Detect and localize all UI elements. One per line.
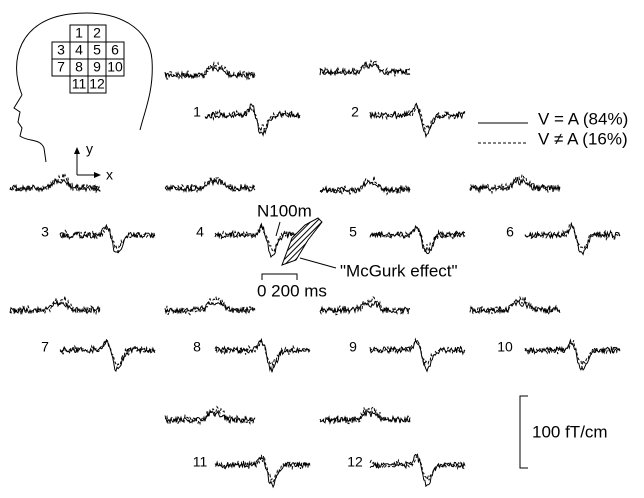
- grid-cell-label: 3: [57, 42, 65, 58]
- channel-label: 6: [506, 224, 514, 240]
- trace-solid: [319, 60, 411, 77]
- channel-label: 2: [351, 104, 359, 120]
- trace-dashed: [319, 406, 411, 425]
- grid-cell-label: 4: [75, 42, 83, 58]
- trace-solid: [319, 300, 411, 315]
- trace-solid: [524, 338, 621, 371]
- trace-solid: [214, 337, 311, 373]
- grid-cell-label: 11: [72, 76, 87, 92]
- trace-solid: [369, 226, 466, 255]
- trace-solid: [369, 102, 466, 139]
- trace-solid: [214, 456, 311, 489]
- grid-cell: [105, 58, 125, 77]
- trace-dashed: [164, 61, 256, 81]
- trace-solid: [524, 222, 621, 256]
- y-arrowhead: [74, 147, 80, 154]
- grid-cell-label: 7: [57, 59, 65, 75]
- head-outline: [13, 12, 153, 163]
- x-label: x: [106, 167, 113, 183]
- trace-solid: [319, 180, 411, 194]
- grid-cell-label: 12: [89, 76, 105, 92]
- channel-label: 9: [349, 339, 357, 355]
- x-arrowhead: [94, 172, 101, 178]
- effect-pointer: [299, 257, 337, 269]
- channel-label: 12: [347, 454, 363, 470]
- legend-label: V = A (84%): [538, 109, 628, 128]
- trace-dashed: [524, 221, 621, 250]
- time-scale-label: 0 200 ms: [257, 281, 327, 300]
- trace-dashed: [214, 340, 311, 368]
- channel-label: 7: [41, 339, 49, 355]
- channel-label: 8: [193, 339, 201, 355]
- grid-cell: [87, 75, 107, 94]
- trace-dashed: [369, 105, 466, 131]
- channel-label: 11: [193, 454, 208, 470]
- grid-cell-label: 5: [93, 42, 101, 58]
- channel-label: 3: [41, 224, 49, 240]
- trace-dashed: [319, 296, 411, 316]
- trace-dashed: [204, 107, 301, 134]
- grid-cell-label: 2: [93, 25, 101, 41]
- peak-pointer: [275, 221, 281, 237]
- grid-cell-label: 1: [75, 25, 83, 41]
- trace-dashed: [164, 405, 256, 426]
- effect-area: [281, 217, 323, 266]
- grid-cell-label: 8: [75, 59, 83, 75]
- y-label: y: [86, 141, 93, 157]
- trace-solid: [59, 223, 156, 254]
- trace-solid: [204, 103, 301, 137]
- trace-dashed: [319, 59, 411, 78]
- effect-label: "McGurk effect": [340, 261, 458, 280]
- trace-solid: [469, 299, 561, 315]
- channel-label: 5: [349, 224, 357, 240]
- trace-solid: [469, 178, 561, 193]
- amplitude-scale-label: 100 fT/cm: [532, 422, 608, 441]
- trace-dashed: [59, 225, 156, 254]
- trace-dashed: [59, 340, 156, 367]
- trace-dashed: [469, 173, 561, 195]
- peak-label: N100m: [257, 201, 312, 220]
- trace-dashed: [164, 295, 256, 316]
- trace-solid: [59, 338, 156, 373]
- channel-label: 4: [196, 224, 204, 240]
- channel-label: 10: [497, 339, 513, 355]
- trace-dashed: [369, 456, 466, 481]
- legend-label: V ≠ A (16%): [538, 129, 628, 148]
- trace-dashed: [319, 176, 411, 196]
- channel-label: 1: [193, 104, 201, 120]
- trace-dashed: [469, 295, 561, 316]
- trace-dashed: [369, 224, 466, 254]
- trace-dashed: [524, 340, 621, 368]
- trace-solid: [369, 340, 466, 373]
- trace-dashed: [9, 173, 101, 193]
- trace-dashed: [164, 176, 256, 194]
- amplitude-bar: [519, 395, 528, 469]
- grid-cell-label: 9: [93, 59, 101, 75]
- trace-solid: [9, 300, 101, 315]
- grid-cell-label: 6: [111, 42, 119, 58]
- trace-solid: [369, 453, 466, 488]
- time-bar: [261, 273, 298, 280]
- trace-dashed: [214, 454, 311, 483]
- grid-cell-label: 10: [107, 59, 123, 75]
- trace-solid: [164, 301, 256, 315]
